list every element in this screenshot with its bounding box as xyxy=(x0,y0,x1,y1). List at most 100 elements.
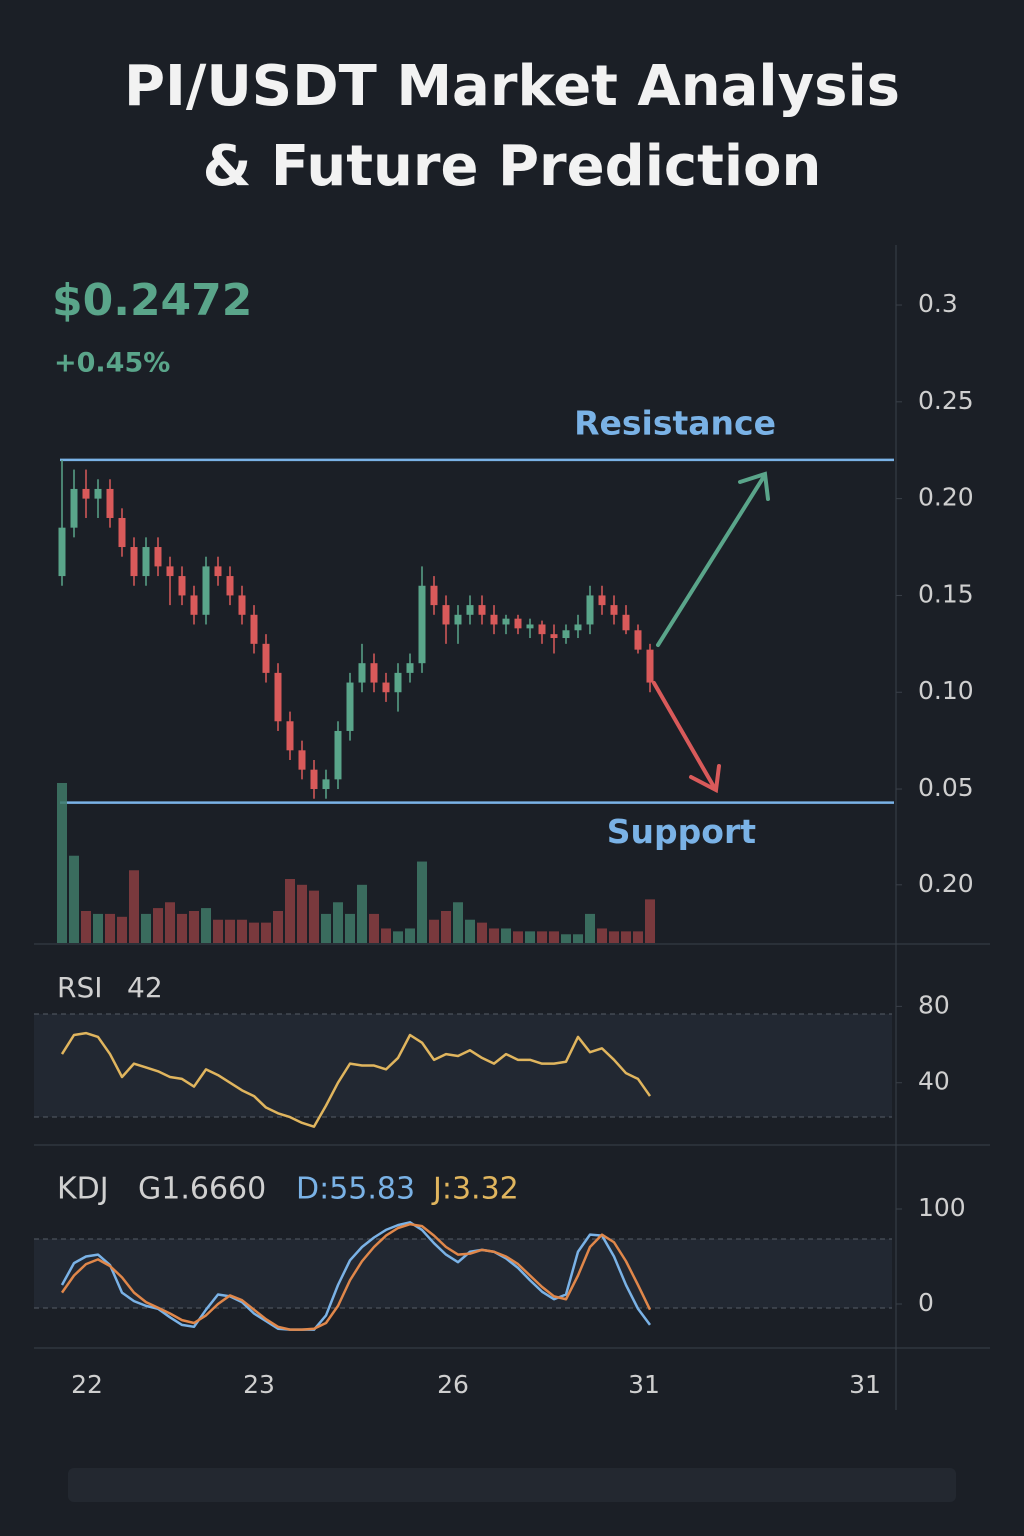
volume-bar xyxy=(453,902,463,943)
candle-body xyxy=(550,634,558,639)
volume-bar xyxy=(633,931,643,943)
volume-bar xyxy=(573,934,583,943)
candle-body xyxy=(82,488,90,499)
candle-body xyxy=(334,730,342,780)
volume-bar xyxy=(309,890,319,943)
candle-body xyxy=(94,488,102,499)
y-tick-label: 0.25 xyxy=(918,386,974,415)
candle-body xyxy=(106,488,114,518)
volume-bar xyxy=(285,879,295,943)
volume-bar xyxy=(165,902,175,943)
candle-body xyxy=(598,595,606,606)
volume-bar xyxy=(321,913,331,943)
y-tick-label: 40 xyxy=(918,1067,950,1096)
y-tick-label: 0.05 xyxy=(918,773,974,802)
candle-body xyxy=(358,663,366,683)
volume-bar xyxy=(621,931,631,943)
candle-body xyxy=(118,517,126,548)
title-line: & Future Prediction xyxy=(203,134,822,199)
volume-bar xyxy=(201,908,211,943)
candle-body xyxy=(538,624,546,635)
candle-body xyxy=(406,663,414,673)
x-tick-label: 31 xyxy=(628,1370,660,1399)
up-arrow xyxy=(656,476,765,647)
volume-bar xyxy=(417,861,427,943)
volume-bar xyxy=(501,928,511,943)
blurred-footer xyxy=(68,1468,956,1502)
volume-bar xyxy=(357,884,367,943)
indicator-line xyxy=(60,1222,652,1331)
volume-bar xyxy=(345,913,355,943)
candle-body xyxy=(514,618,522,629)
volume-bar xyxy=(465,919,475,943)
kdj-label: J:3.32 xyxy=(431,1172,519,1207)
volume-bar xyxy=(525,931,535,943)
candle-body xyxy=(394,672,402,693)
volume-bar xyxy=(93,913,103,943)
y-tick-label: 80 xyxy=(918,990,950,1019)
candle-body xyxy=(262,643,270,673)
volume-bar xyxy=(549,931,559,943)
volume-bar xyxy=(597,928,607,943)
y-tick-label: 0.3 xyxy=(918,289,958,318)
up-arrow-head xyxy=(738,471,770,501)
candle-body xyxy=(562,630,570,639)
candle-body xyxy=(166,566,174,577)
indicator-line xyxy=(60,1031,652,1128)
candle-body xyxy=(178,576,186,596)
volume-bar xyxy=(141,913,151,943)
volume-bar xyxy=(393,931,403,943)
candle-body xyxy=(298,750,306,770)
volume-bar xyxy=(153,908,163,943)
volume-bar xyxy=(477,922,487,943)
volume-bar xyxy=(261,922,271,943)
volume-bar xyxy=(429,919,439,943)
candle-body xyxy=(454,614,462,625)
x-tick-label: 22 xyxy=(71,1370,103,1399)
candle-body xyxy=(610,605,618,615)
candle-body xyxy=(370,663,378,683)
y-tick-label: 0.20 xyxy=(918,869,974,898)
candle-body xyxy=(322,779,330,790)
candle-body xyxy=(646,649,654,683)
candle-body xyxy=(70,488,78,528)
rsi-label: RSI xyxy=(57,971,103,1004)
volume-bar xyxy=(117,916,127,943)
kdj-label: KDJ xyxy=(57,1172,109,1207)
candle-body xyxy=(430,585,438,606)
volume-bar xyxy=(585,913,595,943)
y-tick-label: 0.15 xyxy=(918,579,974,608)
candle-body xyxy=(226,576,234,596)
candle-body xyxy=(310,769,318,790)
indicator-line xyxy=(60,1221,652,1331)
candle-body xyxy=(526,624,534,629)
volume-bar xyxy=(129,870,139,943)
candle-body xyxy=(586,595,594,625)
volume-bar xyxy=(441,911,451,943)
volume-bar xyxy=(369,913,379,943)
level-label: Resistance xyxy=(574,403,776,442)
x-tick-label: 31 xyxy=(849,1370,881,1399)
volume-bar xyxy=(249,922,259,943)
candle-body xyxy=(574,624,582,631)
candle-body xyxy=(346,682,354,731)
candle-body xyxy=(490,614,498,625)
volume-bar xyxy=(333,902,343,943)
candle-body xyxy=(58,527,66,577)
volume-bar xyxy=(381,928,391,943)
candle-body xyxy=(274,672,282,722)
price-change: +0.45% xyxy=(54,348,170,379)
x-tick-label: 23 xyxy=(243,1370,275,1399)
rsi-value: 42 xyxy=(127,971,163,1004)
volume-bar xyxy=(57,783,67,943)
candle-body xyxy=(466,605,474,615)
volume-bar xyxy=(561,934,571,943)
kdj-band xyxy=(34,1239,892,1308)
candle-body xyxy=(418,585,426,664)
kdj-label: D:55.83 xyxy=(296,1172,415,1207)
candle-body xyxy=(442,605,450,625)
candle-body xyxy=(130,547,138,577)
y-tick-label: 0.10 xyxy=(918,676,974,705)
